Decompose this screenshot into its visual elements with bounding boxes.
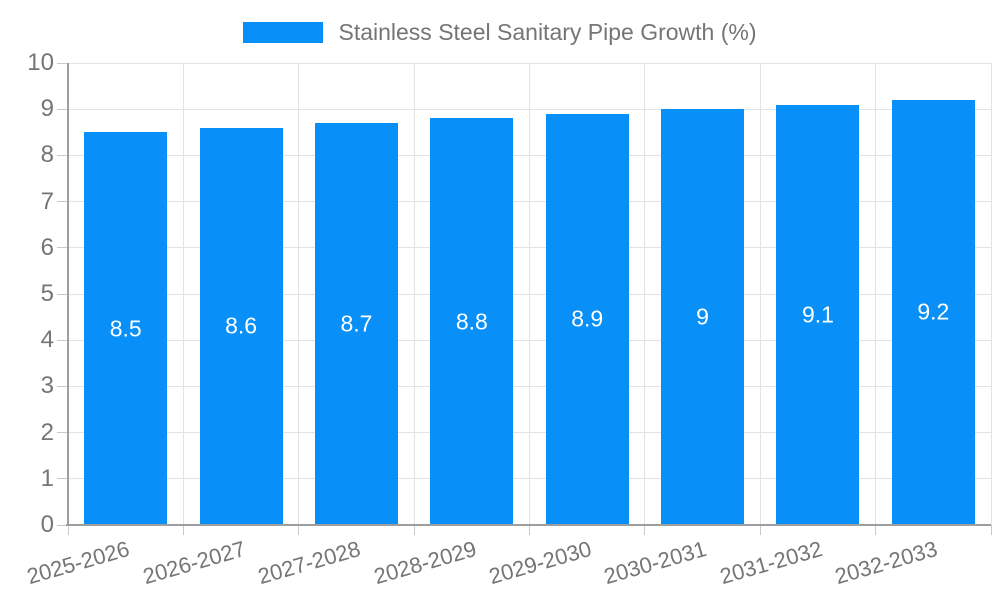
- y-tick: [57, 524, 68, 526]
- v-gridline: [644, 63, 646, 525]
- v-gridline: [875, 63, 877, 525]
- legend-label: Stainless Steel Sanitary Pipe Growth (%): [338, 19, 757, 45]
- y-axis-label: 0: [40, 511, 54, 538]
- bar[interactable]: [891, 99, 975, 525]
- x-tick: [298, 525, 300, 535]
- y-axis-label: 10: [27, 49, 54, 76]
- bar[interactable]: [199, 127, 283, 525]
- bar[interactable]: [776, 104, 860, 525]
- x-axis-label: 2031-2032: [716, 536, 825, 590]
- chart-legend[interactable]: Stainless Steel Sanitary Pipe Growth (%): [0, 17, 1000, 47]
- x-axis-label: 2028-2029: [370, 536, 479, 590]
- x-tick: [644, 525, 646, 535]
- x-axis-label: 2026-2027: [139, 536, 248, 590]
- x-tick: [413, 525, 415, 535]
- v-gridline: [759, 63, 761, 525]
- y-axis-label: 2: [40, 418, 54, 446]
- y-tick: [57, 201, 68, 203]
- y-axis-label: 5: [40, 280, 54, 307]
- y-axis-label: 9: [40, 95, 54, 123]
- y-tick: [57, 293, 68, 295]
- x-tick: [67, 525, 69, 535]
- y-axis-label: 6: [40, 233, 54, 261]
- x-tick: [990, 525, 992, 535]
- y-tick: [57, 385, 68, 387]
- y-tick: [57, 62, 68, 64]
- bar[interactable]: [314, 123, 398, 525]
- x-tick: [875, 525, 877, 535]
- y-tick: [57, 432, 68, 434]
- x-tick: [182, 525, 184, 535]
- x-axis-label: 2027-2028: [255, 536, 364, 590]
- bar[interactable]: [661, 109, 745, 525]
- y-axis-label: 3: [40, 372, 54, 400]
- v-gridline: [298, 63, 300, 525]
- v-gridline: [990, 63, 992, 525]
- v-gridline: [413, 63, 415, 525]
- bar[interactable]: [84, 132, 168, 525]
- y-tick: [57, 247, 68, 249]
- plot-area: 0 1 2 3 4 5 6 7 8 9 10 8.5 2025-2026 8.6 2026-2027 8.7 2…: [25, 50, 992, 589]
- x-axis-label: 2032-2033: [832, 536, 941, 590]
- y-axis-label: 8: [40, 141, 54, 169]
- y-axis-line: [67, 63, 69, 525]
- x-tick: [529, 525, 530, 535]
- y-axis-label: 1: [40, 464, 54, 492]
- y-tick: [57, 154, 68, 156]
- x-axis-label: 2029-2030: [486, 536, 595, 590]
- x-axis-label: 2030-2031: [601, 536, 710, 590]
- x-axis-line: [66, 524, 991, 526]
- x-tick: [759, 525, 761, 535]
- legend-swatch: [243, 21, 324, 43]
- y-tick: [57, 339, 68, 341]
- y-tick: [57, 478, 68, 480]
- v-gridline: [529, 63, 530, 525]
- y-tick: [57, 108, 68, 110]
- y-axis-label: 4: [40, 326, 54, 354]
- bar[interactable]: [545, 113, 629, 525]
- bar[interactable]: [430, 118, 514, 525]
- y-axis-label: 7: [40, 187, 54, 215]
- v-gridline: [182, 63, 184, 525]
- x-axis-label: 2025-2026: [24, 536, 133, 590]
